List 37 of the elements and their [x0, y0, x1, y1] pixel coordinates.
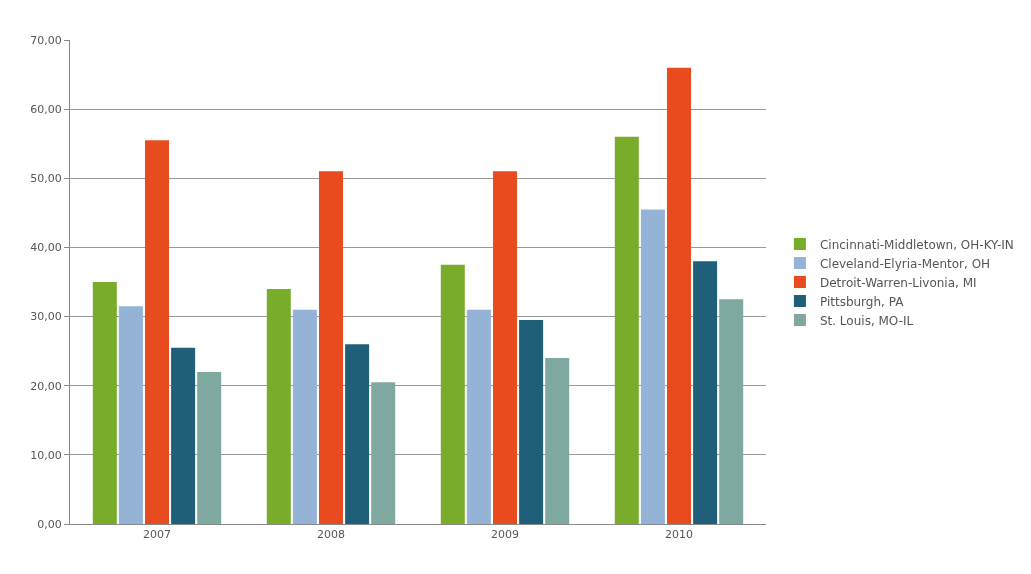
- legend-label: St. Louis, MO-IL: [819, 313, 914, 328]
- bar: [266, 288, 291, 524]
- legend-label: Detroit-Warren-Livonia, MI: [819, 275, 977, 290]
- bar: [545, 358, 570, 524]
- bar: [640, 209, 665, 524]
- bar: [92, 282, 117, 524]
- y-tick-label: 40,00: [30, 241, 62, 255]
- bar: [292, 309, 317, 524]
- bar: [118, 306, 143, 524]
- bar: [197, 371, 222, 524]
- y-tick-label: 10,00: [30, 448, 62, 462]
- bar: [719, 299, 744, 524]
- y-tick-label: 0,00: [37, 517, 62, 531]
- bar: [466, 309, 491, 524]
- x-tick-label: 2009: [491, 528, 519, 542]
- y-tick-label: 60,00: [30, 102, 62, 116]
- bar: [345, 344, 370, 524]
- y-tick-label: 30,00: [30, 310, 62, 324]
- bar: [614, 136, 639, 524]
- bar: [144, 140, 170, 524]
- x-tick-label: 2010: [665, 528, 693, 542]
- bar: [318, 171, 344, 524]
- y-tick-label: 20,00: [30, 379, 62, 393]
- bar: [693, 261, 718, 524]
- legend-label: Pittsburgh, PA: [819, 294, 905, 309]
- x-tick-label: 2008: [317, 528, 345, 542]
- bar: [519, 320, 544, 524]
- y-tick-label: 70,00: [30, 33, 62, 47]
- x-tick-label: 2007: [143, 528, 171, 542]
- bar: [440, 264, 465, 524]
- y-tick-label: 50,00: [30, 172, 62, 186]
- bar: [371, 382, 396, 524]
- bar: [492, 171, 518, 524]
- bar: [666, 67, 692, 524]
- legend-label: Cleveland-Elyria-Mentor, OH: [819, 256, 991, 271]
- bar: [171, 347, 196, 524]
- legend-label: Cincinnati-Middletown, OH-KY-IN: [819, 237, 1014, 252]
